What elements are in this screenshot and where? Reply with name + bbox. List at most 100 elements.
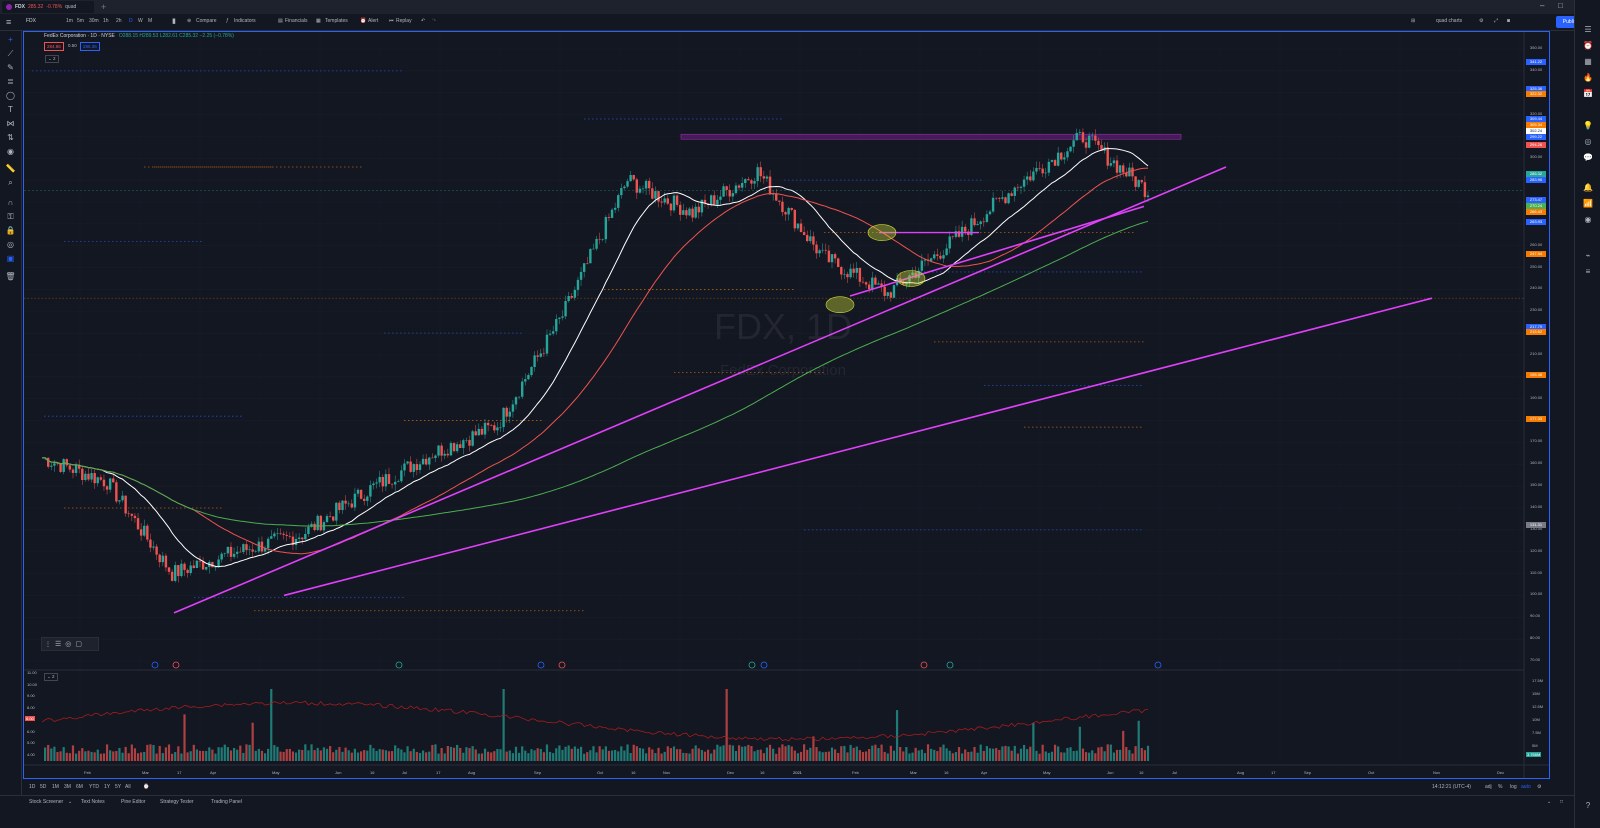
watchlist-icon[interactable]: ☰ [1584,25,1592,34]
shapes-icon[interactable]: ◯ [6,91,15,100]
axis-settings-icon[interactable]: ⚙ [1537,784,1542,790]
log-toggle[interactable]: log [1510,784,1517,790]
auto-toggle[interactable]: auto [1521,784,1531,790]
legend-collapse[interactable]: ⌄ 2 [45,55,59,63]
date-range-icon[interactable]: ⌚ [143,784,150,790]
replay-button[interactable]: Replay [396,18,412,24]
window-maximize-icon[interactable]: □ [1558,1,1563,10]
visibility-icon[interactable]: ◎ [65,641,72,648]
compare-button[interactable]: Compare [196,18,217,24]
brush-icon[interactable]: ✎ [7,63,14,72]
tab-text-notes[interactable]: Text Notes [81,799,105,805]
bid-price[interactable]: 284.86 [44,42,64,51]
fullscreen-icon[interactable]: ⤢ [1494,18,1499,24]
range-3m[interactable]: 3M [64,784,71,790]
range-1y[interactable]: 1Y [104,784,111,790]
pattern-icon[interactable]: ⋈ [6,119,15,128]
notifications-icon[interactable]: 🔔 [1583,183,1593,192]
legend-title[interactable]: FedEx Corporation · 1D · NYSE [44,33,115,39]
favorites-drawing-icon[interactable]: ▣ [6,254,15,263]
frame-icon[interactable]: ▢ [75,641,83,648]
drag-handle-icon[interactable]: ⋮ [45,641,51,648]
alerts-icon[interactable]: ⏰ [1583,41,1593,50]
tab-strategy-tester[interactable]: Strategy Tester [160,799,194,805]
compare-icon[interactable]: ⊕ [187,18,192,24]
interval-2h[interactable]: 2h [116,18,122,24]
price-chart[interactable] [24,32,1549,778]
alert-icon[interactable]: ⏰ [360,18,367,24]
lock-drawing-icon[interactable]: ⚿ [7,212,14,221]
window-minimize-icon[interactable]: – [1540,1,1545,10]
help-icon[interactable]: ? [1585,801,1591,810]
financials-button[interactable]: Financials [285,18,308,24]
interval-d[interactable]: D [129,18,133,24]
ideas-icon[interactable]: 💡 [1583,121,1593,130]
list-icon[interactable]: ☰ [55,641,62,648]
ask-price[interactable]: 285.36 [80,42,100,51]
calendar-icon[interactable]: 📅 [1583,89,1593,98]
prediction-icon[interactable]: ⇅ [7,133,14,142]
data-window-icon[interactable]: ▦ [1584,57,1592,66]
chevron-down-icon[interactable]: ⌄ [68,799,73,805]
layout-grid-icon[interactable]: ⊞ [1411,18,1416,24]
interval-5m[interactable]: 5m [77,18,84,24]
streams-icon[interactable]: ◎ [1584,137,1592,146]
range-1d[interactable]: 1D [29,784,36,790]
replay-icon[interactable]: ⏮ [389,18,394,24]
range-5d[interactable]: 5D [40,784,47,790]
range-1m[interactable]: 1M [52,784,59,790]
maximize-panel-icon[interactable]: □ [1560,799,1564,805]
templates-icon[interactable]: ▦ [316,18,321,24]
range-ytd[interactable]: YTD [89,784,99,790]
settings-icon[interactable]: ⚙ [1479,18,1484,24]
chart-tab[interactable]: FDX 285.32 -0.78% quad [2,1,94,13]
hide-drawings-icon[interactable]: ◎ [7,240,14,249]
indicators-button[interactable]: Indicators [234,18,256,24]
zoom-icon[interactable]: ⌕ [8,178,13,187]
minimize-panel-icon[interactable]: ⌄ [1547,799,1552,805]
clock-time[interactable]: 14:12:21 (UTC-4) [1432,784,1471,790]
interval-1m[interactable]: 1m [66,18,73,24]
chart-pane[interactable] [23,31,1550,779]
tab-trading-panel[interactable]: Trading Panel [211,799,242,805]
snapshot-icon[interactable]: ◙ [1507,18,1511,24]
chats-icon[interactable]: 💬 [1583,153,1593,162]
new-tab-icon[interactable]: + [101,2,107,12]
templates-button[interactable]: Templates [325,18,348,24]
crosshair-icon[interactable]: + [8,35,13,44]
layout-name[interactable]: quad charts [1436,18,1463,24]
range-all[interactable]: All [125,784,131,790]
fib-icon[interactable]: ≣ [7,77,14,86]
tab-stock-screener[interactable]: Stock Screener [29,799,64,805]
lock-icon[interactable]: 🔒 [5,226,16,235]
eye-icon[interactable]: ◉ [7,147,14,156]
range-5y[interactable]: 5Y [115,784,122,790]
hotlist-icon[interactable]: 🔥 [1583,73,1593,82]
financials-icon[interactable]: ▤ [278,18,283,24]
interval-1h[interactable]: 1h [103,18,109,24]
range-6m[interactable]: 6M [76,784,83,790]
ruler-icon[interactable]: 📏 [5,164,16,173]
broadcast-icon[interactable]: ◉ [1584,215,1592,224]
chart-type-icon[interactable]: ▮ [172,18,176,25]
volume-legend[interactable]: ⌄ 2 [44,673,58,681]
indicators-icon[interactable]: ƒ [226,18,229,24]
trading-icon[interactable]: ⌁ [1585,251,1591,260]
signals-icon[interactable]: 📶 [1583,199,1593,208]
menu-icon[interactable]: ≡ [6,17,12,27]
trash-icon[interactable]: 🗑 [5,272,16,281]
text-icon[interactable]: T [8,105,13,114]
redo-icon[interactable]: ↷ [432,18,437,24]
symbol-search[interactable]: FDX [26,18,36,24]
alert-button[interactable]: Alert [368,18,379,24]
magnet-icon[interactable]: ∩ [7,198,14,207]
dom-icon[interactable]: ≡ [1585,267,1591,276]
interval-30m[interactable]: 30m [89,18,99,24]
interval-m[interactable]: M [148,18,153,24]
adj-toggle[interactable]: adj [1485,784,1492,790]
percent-toggle[interactable]: % [1498,784,1503,790]
interval-w[interactable]: W [138,18,143,24]
trendline-icon[interactable]: ⟋ [7,49,14,58]
undo-icon[interactable]: ↶ [421,18,426,24]
tab-pine-editor[interactable]: Pine Editor [121,799,146,805]
